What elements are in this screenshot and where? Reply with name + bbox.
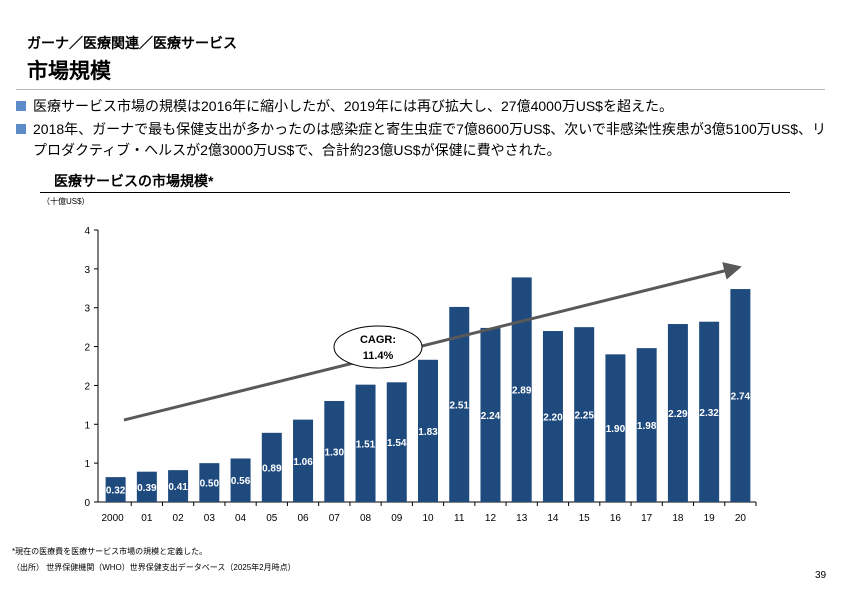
y-tick-label: 2 — [84, 381, 90, 392]
bar — [105, 477, 126, 502]
y-tick-label: 3 — [84, 265, 90, 276]
y-tick-label: 4 — [84, 226, 90, 237]
data-label: 2.32 — [699, 408, 719, 419]
bar — [636, 348, 657, 502]
data-label: 0.50 — [200, 479, 220, 490]
x-tick-label: 02 — [173, 513, 185, 524]
x-tick-label: 05 — [266, 513, 278, 524]
x-tick-label: 15 — [579, 513, 591, 524]
cagr-value: 11.4% — [363, 350, 394, 362]
data-label: 2.29 — [668, 409, 688, 420]
data-label: 1.30 — [325, 447, 345, 458]
data-label: 2.20 — [543, 413, 563, 424]
bar — [261, 432, 282, 502]
data-label: 1.90 — [606, 424, 626, 435]
data-label: 2.51 — [450, 400, 470, 411]
y-tick-label: 0 — [84, 498, 90, 509]
bar — [605, 354, 626, 502]
y-tick-label: 1 — [84, 420, 90, 431]
bullet-text: 2018年、ガーナで最も保健支出が多かったのは感染症と寄生虫症で7億8600万U… — [33, 121, 827, 158]
x-tick-label: 03 — [204, 513, 216, 524]
bar — [386, 382, 407, 502]
breadcrumb: ガーナ／医療関連／医療サービス — [27, 35, 237, 51]
footnote: *現在の医療費を医療サービス市場の規模と定義した。 — [12, 547, 208, 556]
bar — [355, 384, 376, 502]
bullet-square-icon — [16, 124, 26, 134]
bar — [480, 327, 501, 502]
x-tick-label: 18 — [672, 513, 684, 524]
x-tick-label: 20 — [735, 513, 747, 524]
data-label: 2.24 — [481, 411, 501, 422]
bar — [511, 277, 532, 502]
x-tick-label: 07 — [329, 513, 341, 524]
chart-title: 医療サービスの市場規模* — [54, 173, 214, 189]
y-tick-label: 2 — [84, 343, 90, 354]
bar — [324, 400, 345, 502]
bar — [168, 470, 189, 502]
data-label: 0.32 — [106, 486, 126, 497]
bar — [574, 327, 595, 502]
data-label: 1.51 — [356, 439, 376, 450]
bar — [199, 463, 220, 502]
data-label: 2.74 — [731, 392, 751, 403]
unit-label: （十億US$） — [42, 197, 90, 206]
data-label: 2.25 — [574, 411, 594, 422]
x-tick-label: 09 — [391, 513, 403, 524]
bullet-text: 医療サービス市場の規模は2016年に縮小したが、2019年には再び拡大し、27億… — [33, 98, 673, 114]
data-label: 1.54 — [387, 438, 407, 449]
data-label: 0.56 — [231, 476, 251, 487]
x-tick-label: 06 — [297, 513, 309, 524]
trend-arrow — [123, 262, 742, 422]
bar — [542, 331, 563, 502]
data-label: 1.06 — [293, 457, 313, 468]
x-tick-label: 01 — [141, 513, 153, 524]
bar — [418, 359, 438, 502]
x-tick-label: 2000 — [101, 513, 124, 524]
data-label: 0.89 — [262, 463, 282, 474]
y-tick-label: 1 — [84, 459, 90, 470]
data-label: 2.89 — [512, 386, 532, 397]
page-title: 市場規模 — [27, 60, 111, 83]
x-tick-label: 08 — [360, 513, 372, 524]
data-label: 0.41 — [168, 482, 188, 493]
bar — [230, 458, 251, 502]
bar — [730, 289, 751, 502]
bar — [667, 324, 688, 502]
bullet-item: 2018年、ガーナで最も保健支出が多かったのは感染症と寄生虫症で7億8600万U… — [16, 119, 831, 161]
divider — [16, 89, 825, 90]
x-tick-label: 04 — [235, 513, 247, 524]
chart-title-rule — [40, 192, 790, 193]
cagr-bubble — [333, 325, 423, 369]
x-tick-label: 19 — [704, 513, 716, 524]
x-tick-label: 10 — [422, 513, 434, 524]
y-tick-label: 3 — [84, 304, 90, 315]
x-tick-label: 11 — [454, 513, 465, 524]
data-label: 0.39 — [137, 483, 157, 494]
x-tick-label: 13 — [516, 513, 528, 524]
x-tick-label: 14 — [547, 513, 559, 524]
bullet-square-icon — [16, 101, 26, 111]
x-tick-label: 17 — [641, 513, 653, 524]
bullet-item: 医療サービス市場の規模は2016年に縮小したが、2019年には再び拡大し、27億… — [16, 96, 831, 117]
bar — [449, 306, 470, 502]
cagr-label: CAGR: — [360, 334, 396, 346]
page-number: 39 — [815, 570, 827, 581]
x-tick-label: 12 — [485, 513, 497, 524]
bar — [293, 419, 314, 502]
data-label: 1.98 — [637, 421, 657, 432]
source-note: （出所） 世界保健機関（WHO）世界保健支出データベース（2025年2月時点） — [12, 563, 296, 572]
data-label: 1.83 — [418, 427, 438, 438]
x-tick-label: 16 — [610, 513, 622, 524]
bar — [136, 471, 157, 502]
bar — [699, 321, 720, 502]
bullet-list: 医療サービス市場の規模は2016年に縮小したが、2019年には再び拡大し、27億… — [16, 96, 831, 163]
